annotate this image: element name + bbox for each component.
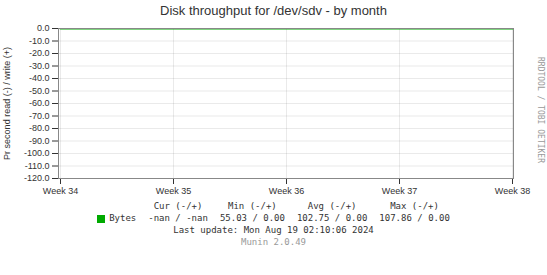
html-text:102.75 / 0.00: 102.75 / 0.00 <box>296 213 368 223</box>
svg-text:-120.0: -120.0 <box>24 173 50 183</box>
svg-text:Week 38: Week 38 <box>495 186 530 196</box>
svg-text:-110.0: -110.0 <box>25 161 50 171</box>
svg-text:-50.0: -50.0 <box>29 86 50 96</box>
html-text:107.86 / 0.00: 107.86 / 0.00 <box>379 213 450 223</box>
svg-text:Week 36: Week 36 <box>269 186 304 196</box>
svg-text:Week 34: Week 34 <box>43 186 78 196</box>
html-text:-nan / -nan: -nan / -nan <box>148 213 208 223</box>
svg-text:-90.0: -90.0 <box>29 136 50 146</box>
svg-text:-40.0: -40.0 <box>29 73 50 83</box>
svg-text:-30.0: -30.0 <box>29 61 50 71</box>
svg-text:-100.0: -100.0 <box>24 148 50 158</box>
html-text:55.03 / 0.00: 55.03 / 0.00 <box>219 213 285 223</box>
html-text:RRDTOOL / TOBI OETIKER: RRDTOOL / TOBI OETIKER <box>536 57 545 163</box>
html-text:Avg (-/+): Avg (-/+) <box>307 201 357 211</box>
svg-text:-20.0: -20.0 <box>29 48 50 58</box>
svg-text:Week 35: Week 35 <box>156 186 191 196</box>
html-text:Munin 2.0.49: Munin 2.0.49 <box>241 237 306 247</box>
html-text:Cur (-/+): Cur (-/+) <box>153 201 203 211</box>
svg-text:Week 37: Week 37 <box>382 186 417 196</box>
svg-text:-10.0: -10.0 <box>29 36 50 46</box>
html-text:Disk throughput for /dev/sdv -: Disk throughput for /dev/sdv - by month <box>160 3 387 18</box>
svg-text:-60.0: -60.0 <box>29 98 50 108</box>
html-text:Bytes: Bytes <box>109 213 137 223</box>
svg-text:0.0: 0.0 <box>37 23 50 33</box>
svg-text:-70.0: -70.0 <box>29 111 50 121</box>
html-text:Max (-/+): Max (-/+) <box>390 201 439 211</box>
svg-text:Pr second read (-) / write (+): Pr second read (-) / write (+) <box>2 47 12 160</box>
html-text:Min (-/+): Min (-/+) <box>228 201 277 211</box>
svg-text:-80.0: -80.0 <box>29 123 50 133</box>
html-text:Last update: Mon Aug 19 02:10:: Last update: Mon Aug 19 02:10:06 2024 <box>173 225 374 235</box>
